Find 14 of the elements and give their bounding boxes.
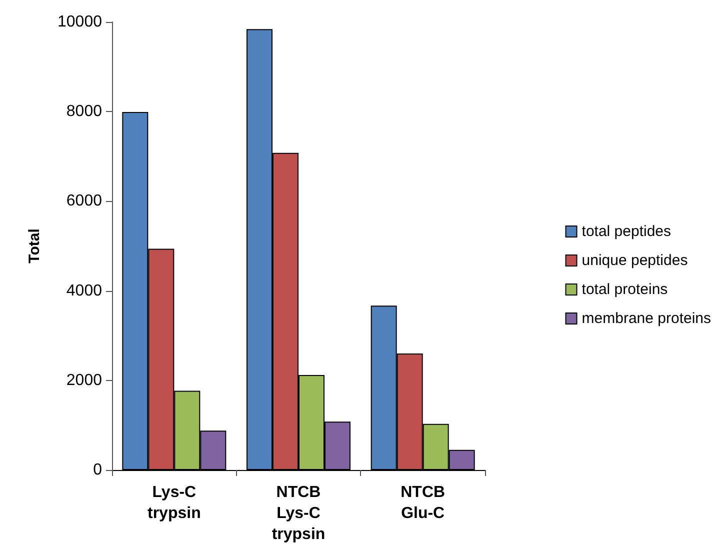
x-tick-label: NTCB Glu-C [400,484,446,522]
y-tick-label: 4000 [66,282,102,300]
x-tick-label: NTCB Lys-C trypsin [272,484,326,543]
legend-label: total peptides [582,223,672,240]
y-axis-title: Total [26,228,43,264]
y-tick-label: 6000 [66,192,102,210]
x-tick-label: Lys-C trypsin [147,484,201,522]
legend-label: total proteins [582,281,668,298]
y-tick-label: 0 [93,462,102,478]
y-tick-label: 8000 [66,103,102,120]
y-tick-label: 2000 [66,372,102,389]
legend-label: membrane proteins [582,310,712,327]
y-tick-label: 10000 [58,14,102,30]
legend-label: unique peptides [582,252,688,269]
